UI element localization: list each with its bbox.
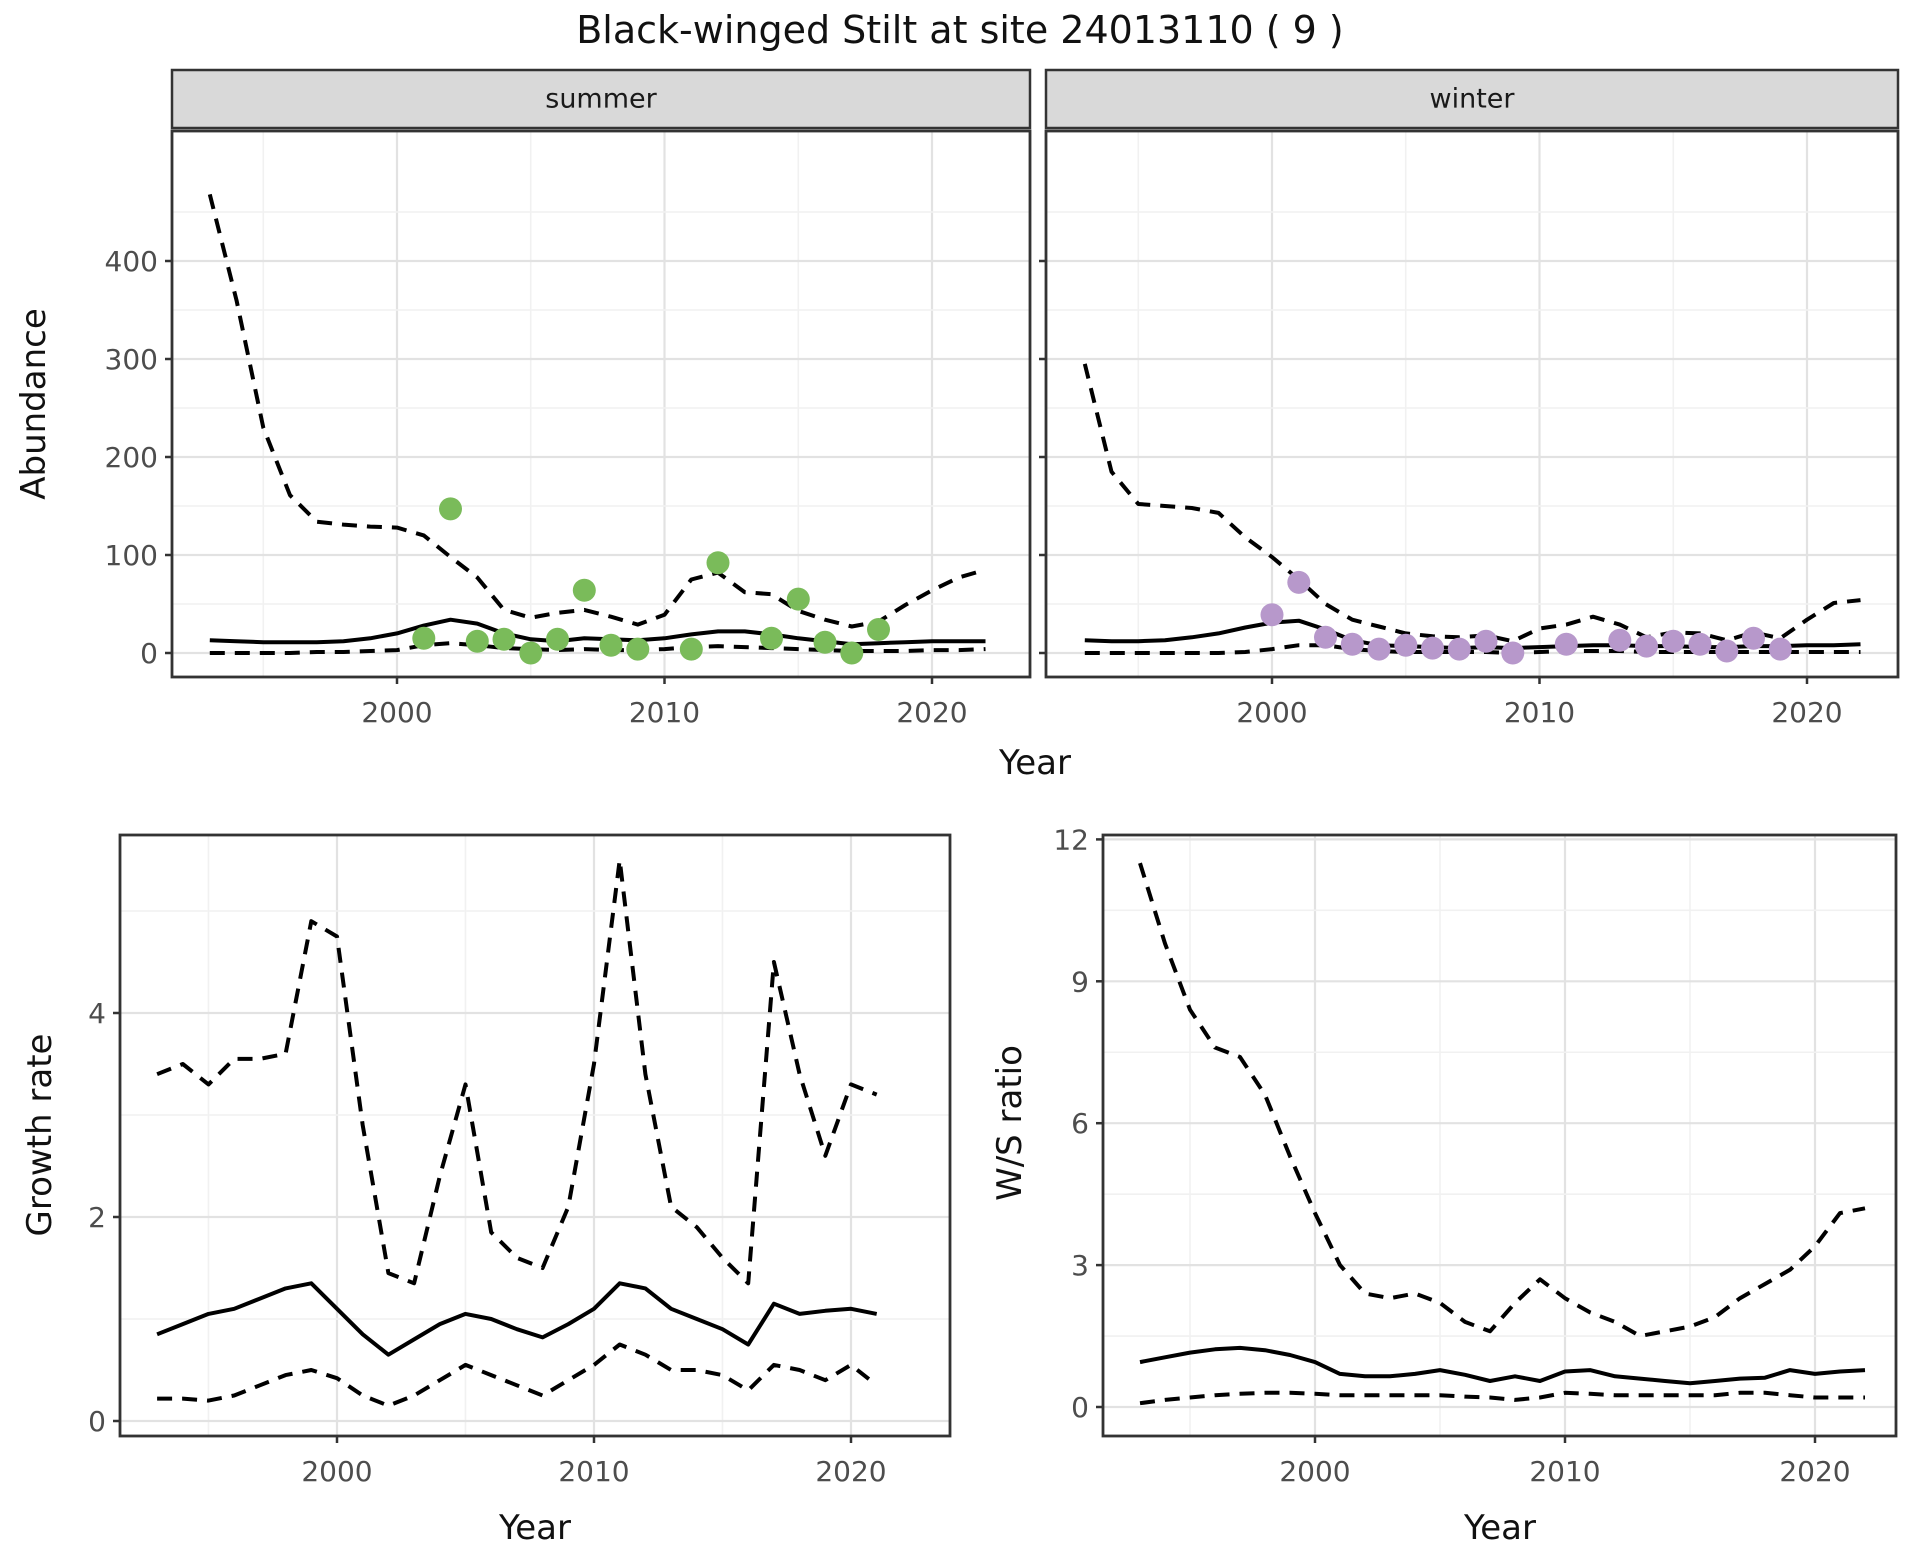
panel-growth-rate-lower-ci-line <box>157 1342 878 1408</box>
data-point <box>706 551 730 575</box>
strip-label-winter: winter <box>1429 83 1515 115</box>
data-point <box>465 629 489 653</box>
strip-label-summer: summer <box>545 83 657 115</box>
x-tick-label: 2010 <box>1529 1455 1600 1488</box>
data-point <box>840 641 864 665</box>
y-tick-label: 0 <box>140 637 158 670</box>
panel-growth-rate-upper-ci-line <box>156 858 878 1286</box>
y-tick-label: 300 <box>105 343 158 376</box>
x-tick-label: 2000 <box>1236 696 1307 729</box>
panel-growth-rate: 0 2 4 2000 2010 2020 <box>88 833 952 1488</box>
panel-winter-observed-points <box>1260 570 1792 665</box>
data-point <box>1447 637 1471 661</box>
x-tick-label: 2000 <box>301 1455 372 1488</box>
y-tick-label: 6 <box>1071 1107 1089 1140</box>
panel-ws-ratio-median-line <box>1139 1345 1866 1386</box>
x-tick-label: 2020 <box>1779 1455 1850 1488</box>
x-tick-label: 2020 <box>815 1455 886 1488</box>
x-axis-title-year-ws: Year <box>1464 1508 1536 1548</box>
y-axis-title-growth-rate: Growth rate <box>20 1033 60 1237</box>
x-axis-title-year-top: Year <box>999 743 1071 783</box>
panel-winter-lower-ci-line <box>1084 643 1861 655</box>
y-tick-label: 3 <box>1071 1249 1089 1282</box>
panel-winter-strip <box>1044 68 1900 130</box>
x-tick-label: 2010 <box>558 1455 629 1488</box>
data-point <box>1635 634 1658 658</box>
x-tick-label: 2020 <box>1771 696 1842 729</box>
x-tick-label: 2000 <box>361 696 432 729</box>
y-tick-label: 0 <box>88 1405 106 1438</box>
data-point <box>599 633 623 657</box>
data-point <box>519 641 543 665</box>
panel-summer-lower-ci-line <box>209 641 986 655</box>
data-point <box>1661 629 1685 653</box>
y-tick-label: 200 <box>105 441 158 474</box>
y-tick-label: 100 <box>105 539 158 572</box>
data-point <box>1367 637 1391 661</box>
data-point <box>1287 570 1311 594</box>
data-point <box>1394 633 1418 657</box>
panel-winter: 2000 2010 2020 <box>1039 68 1900 729</box>
data-point <box>1501 641 1525 665</box>
x-tick-label: 2020 <box>896 696 967 729</box>
data-point <box>813 630 837 654</box>
data-point <box>1314 625 1337 649</box>
panel-summer: 0 100 200 300 400 2000 2010 2020 <box>105 68 1032 729</box>
data-point <box>1768 637 1792 661</box>
data-point <box>1260 603 1284 627</box>
y-tick-label: 0 <box>1071 1391 1089 1424</box>
data-point <box>412 626 436 650</box>
data-point <box>1608 628 1632 652</box>
y-axis-title-ws-ratio: W/S ratio <box>990 1045 1030 1201</box>
panel-ws-ratio-upper-ci-line <box>1138 862 1866 1338</box>
x-tick-label: 2010 <box>1504 696 1575 729</box>
x-axis-title-year-growth: Year <box>499 1508 571 1548</box>
y-tick-label: 9 <box>1071 965 1089 998</box>
y-tick-label: 12 <box>1053 823 1089 856</box>
data-point <box>1554 632 1578 656</box>
data-point <box>546 627 569 651</box>
data-point <box>1474 629 1498 653</box>
panel-summer-strip <box>170 68 1032 130</box>
y-tick-label: 2 <box>88 1201 106 1234</box>
x-tick-label: 2010 <box>629 696 700 729</box>
y-axis-title-abundance: Abundance <box>14 308 54 500</box>
data-point <box>867 618 890 641</box>
x-tick-label: 2000 <box>1279 1455 1350 1488</box>
panel-summer-upper-ci-line <box>207 193 987 629</box>
data-point <box>1340 632 1364 656</box>
panel-summer-observed-points <box>412 497 890 665</box>
data-point <box>492 627 516 651</box>
data-point <box>572 578 596 602</box>
data-point <box>679 637 703 661</box>
panel-winter-upper-ci-line <box>1082 363 1861 644</box>
y-tick-label: 400 <box>105 245 158 278</box>
data-point <box>1742 626 1765 650</box>
figure-title: Black-winged Stilt at site 24013110 ( 9 … <box>576 8 1344 52</box>
data-point <box>1421 636 1444 660</box>
data-point <box>626 637 650 661</box>
y-tick-label: 4 <box>88 997 106 1030</box>
data-point <box>1688 632 1712 656</box>
data-point <box>439 497 462 521</box>
panel-ws-ratio-lower-ci-line <box>1139 1390 1865 1406</box>
data-point <box>760 626 783 650</box>
panel-growth-rate-median-line <box>156 1281 878 1357</box>
data-point <box>1715 639 1739 663</box>
data-point <box>786 587 810 611</box>
panel-ws-ratio: 0 3 6 9 12 2000 2010 2020 <box>1053 823 1898 1488</box>
